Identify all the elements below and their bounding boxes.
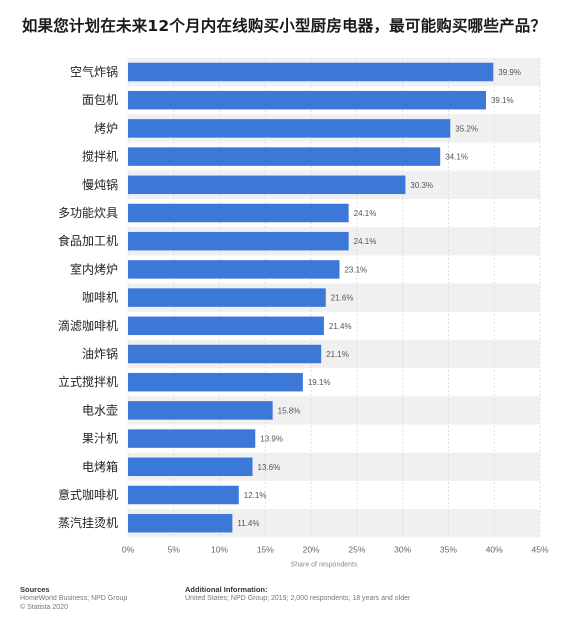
bar [128, 288, 326, 307]
sources-heading: Sources [20, 585, 50, 594]
x-tick-label: 45% [531, 544, 548, 554]
bar [128, 372, 303, 392]
category-label: 油炸锅 [82, 346, 118, 361]
bar [128, 344, 322, 364]
category-label: 空气炸锅 [70, 64, 118, 79]
category-label: 慢炖锅 [82, 177, 118, 192]
value-label: 13.6% [258, 463, 281, 472]
x-tick-label: 20% [303, 544, 320, 554]
value-label: 34.1% [445, 153, 468, 162]
value-label: 35.2% [455, 124, 478, 133]
x-tick-label: 5% [168, 544, 181, 554]
category-label: 搅拌机 [82, 149, 118, 164]
bar [128, 260, 340, 279]
x-tick-label: 30% [394, 544, 411, 554]
bar [128, 485, 239, 505]
value-label: 24.1% [354, 237, 377, 246]
bar [128, 119, 451, 138]
category-label: 食品加工机 [58, 233, 118, 248]
chart-title: 如果您计划在未来12个月内在线购买小型厨房电器，最可能购买哪些产品？ [21, 17, 547, 35]
value-label: 13.9% [260, 435, 283, 444]
x-tick-label: 0% [122, 544, 135, 554]
bar [128, 457, 253, 477]
value-label: 19.1% [308, 378, 331, 387]
bar [128, 90, 486, 110]
category-label: 电烤箱 [82, 459, 118, 474]
category-label: 意式咖啡机 [58, 487, 118, 502]
value-label: 21.4% [329, 322, 352, 331]
bar [128, 147, 441, 166]
value-label: 24.1% [354, 209, 377, 218]
copyright-line: © Statista 2020 [20, 604, 68, 611]
x-tick-label: 40% [486, 544, 503, 554]
additional-info-line: United States; NPD Group; 2019; 2,000 re… [185, 595, 411, 602]
bar [128, 231, 349, 251]
value-label: 30.3% [410, 181, 433, 190]
value-label: 12.1% [244, 491, 267, 500]
category-label: 立式搅拌机 [58, 374, 118, 389]
bar [128, 429, 256, 448]
x-axis-title: Share of respondents [291, 561, 358, 568]
sources-block: Sources HomeWorld Business; NPD Group © … [20, 585, 127, 612]
value-label: 21.6% [331, 294, 354, 303]
additional-info-heading: Additional Information: [185, 585, 268, 594]
x-tick-label: 25% [348, 544, 365, 554]
category-label: 烤炉 [94, 120, 118, 135]
x-tick-label: 15% [257, 544, 274, 554]
value-label: 11.4% [237, 519, 259, 528]
bar [128, 62, 494, 82]
bar [128, 513, 233, 533]
value-label: 21.1% [326, 350, 349, 359]
x-tick-label: 35% [440, 544, 457, 554]
bar [128, 175, 406, 195]
sources-line: HomeWorld Business; NPD Group [20, 595, 128, 602]
value-label: 15.8% [278, 406, 301, 415]
category-label: 滴滤咖啡机 [58, 318, 118, 333]
bar [128, 316, 324, 336]
category-label: 多功能炊具 [58, 206, 118, 220]
value-label: 23.1% [344, 265, 367, 274]
x-tick-label: 10% [211, 544, 228, 554]
category-label: 果汁机 [82, 432, 118, 446]
value-label: 39.1% [491, 96, 514, 105]
category-label: 电水壶 [82, 402, 118, 417]
bar [128, 203, 349, 223]
category-label: 面包机 [82, 93, 118, 107]
category-label: 室内烤炉 [70, 261, 118, 276]
category-label: 咖啡机 [82, 290, 118, 305]
value-label: 39.9% [498, 68, 521, 77]
bar [128, 401, 273, 420]
category-label: 蒸汽挂烫机 [58, 515, 118, 530]
bar-chart: 0% 5% 10% 15% 20% 25% 30% 35% 40% 45% 空气炸锅 39.9% 面包机… [58, 57, 549, 568]
additional-info-block: Additional Information: United States; N… [185, 585, 410, 603]
